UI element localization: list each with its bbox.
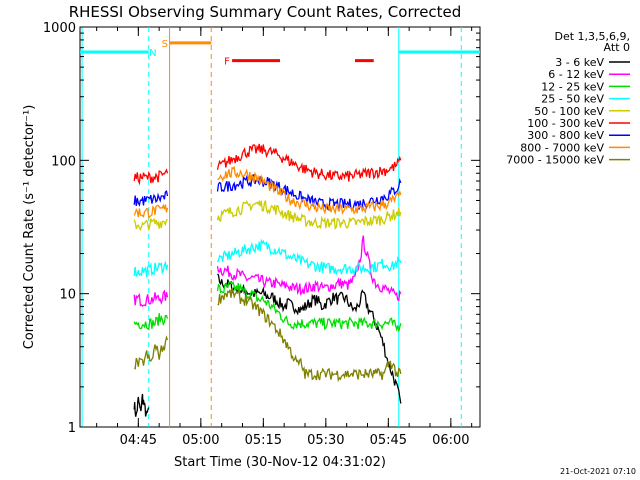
series-line (217, 165, 402, 215)
y-axis-label: Corrected Count Rate (s⁻¹ detector⁻¹) (22, 105, 37, 350)
legend-label: 50 - 100 keV (534, 105, 604, 118)
flag-label: N (149, 48, 156, 59)
flag-label: F (224, 57, 230, 68)
series-line (133, 190, 169, 207)
x-tick-label: 05:15 (245, 433, 282, 448)
legend-label: 6 - 12 keV (548, 68, 604, 81)
x-tick-label: 06:00 (432, 433, 469, 448)
x-axis-label: Start Time (30-Nov-12 04:31:02) (174, 455, 386, 470)
series-line (133, 217, 168, 232)
x-axis-ticks: 04:45 05:00 05:15 05:30 05:45 06:00 (96, 27, 473, 448)
time-markers (81, 27, 462, 427)
flag-label: S (162, 39, 168, 50)
series-line (216, 280, 402, 332)
legend-label: 12 - 25 keV (541, 80, 604, 93)
legend-header-1: Det 1,3,5,6,9, (554, 30, 630, 43)
legend-label: 7000 - 15000 keV (506, 154, 604, 167)
series-line (133, 313, 169, 331)
y-tick-label: 1000 (43, 21, 76, 36)
series-line (133, 393, 150, 417)
series-line (216, 174, 402, 212)
y-axis-ticks: 1 10 100 1000 (43, 21, 480, 436)
series-line (216, 238, 402, 277)
plot-frame (79, 26, 481, 428)
x-tick-label: 04:45 (120, 433, 157, 448)
flag-bars: SN F (80, 39, 480, 68)
legend-label: 800 - 7000 keV (520, 141, 604, 154)
x-tick-label: 05:00 (182, 433, 219, 448)
series-line (217, 273, 402, 404)
series-line (133, 335, 169, 370)
chart-title: RHESSI Observing Summary Count Rates, Co… (69, 3, 462, 21)
x-tick-label: 05:30 (307, 433, 344, 448)
y-tick-label: 1 (68, 421, 76, 436)
series-line (216, 199, 402, 230)
series-line (133, 289, 169, 308)
x-tick-label: 05:45 (370, 433, 407, 448)
legend-label: 25 - 50 keV (541, 93, 604, 106)
series-line (216, 143, 402, 182)
series-line (216, 235, 402, 302)
series-line (133, 168, 169, 186)
series-line (133, 203, 169, 219)
timestamp: 21-Oct-2021 07:10 (560, 467, 636, 476)
series-line (133, 260, 169, 278)
series-line (217, 287, 402, 383)
legend-label: 100 - 300 keV (527, 117, 604, 130)
legend-label: 3 - 6 keV (555, 56, 604, 69)
y-tick-label: 100 (51, 154, 76, 169)
y-tick-label: 10 (59, 288, 76, 303)
series-group (133, 143, 402, 417)
legend-header-2: Att 0 (604, 41, 630, 54)
legend-label: 300 - 800 keV (527, 129, 604, 142)
